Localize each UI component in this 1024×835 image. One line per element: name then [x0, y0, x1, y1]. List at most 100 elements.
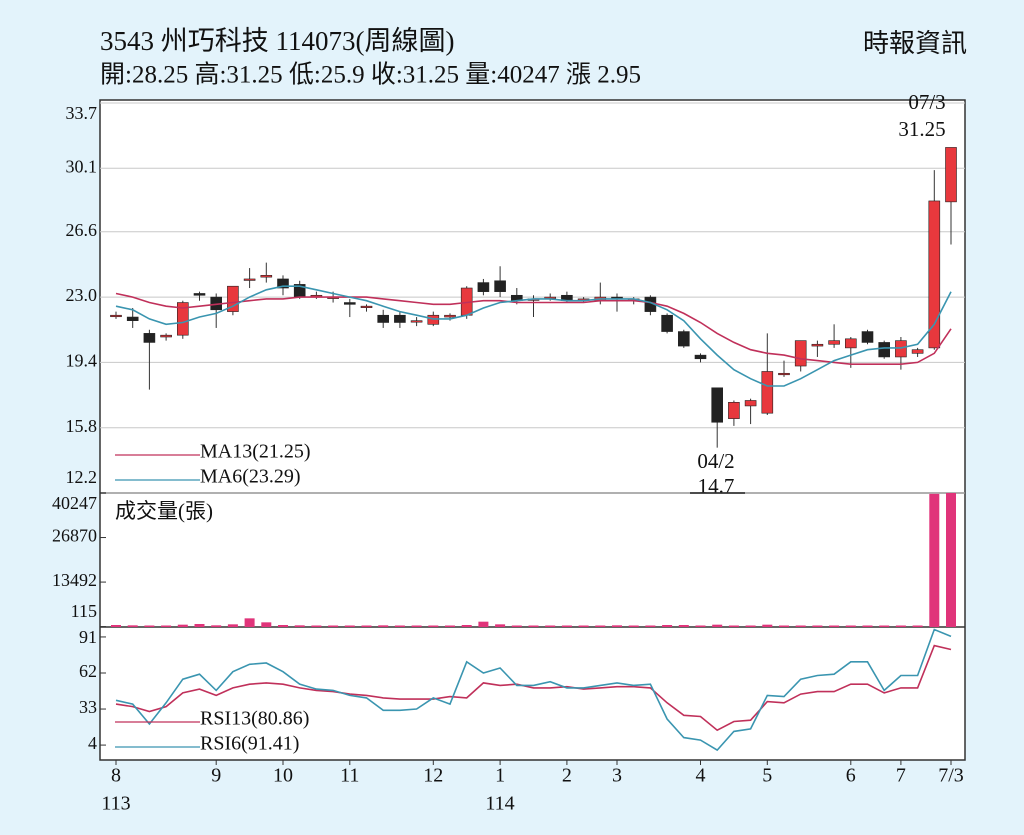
volume-bar	[812, 625, 823, 627]
candle-body	[945, 147, 957, 203]
volume-bar	[428, 625, 439, 627]
y-tick-label: 19.4	[66, 351, 98, 371]
volume-bar	[895, 625, 906, 627]
candle-body	[377, 314, 390, 323]
volume-bar	[695, 625, 706, 627]
candle-body	[227, 285, 239, 312]
candle-body	[110, 314, 122, 318]
y-tick-label: 115	[71, 601, 97, 621]
legend-label: RSI6(91.41)	[200, 733, 299, 755]
volume-bar	[628, 625, 639, 627]
y-tick-label: 40247	[52, 493, 97, 513]
y-tick-label: 26.6	[66, 220, 98, 240]
x-tick-label: 7/3	[938, 765, 964, 787]
year-label: 114	[485, 793, 514, 815]
stats: 開:28.25 高:31.25 低:25.9 收:31.25 量:40247 漲…	[100, 61, 641, 89]
plot-area	[99, 99, 966, 761]
volume-bar	[728, 625, 739, 627]
candle-body	[694, 354, 707, 360]
volume-bar	[779, 625, 789, 627]
x-tick-label: 3	[612, 765, 622, 787]
candle-body	[360, 305, 373, 308]
y-tick-label: 15.8	[66, 416, 98, 436]
y-tick-label: 62	[79, 661, 97, 681]
y-tick-label: 33	[79, 697, 97, 717]
volume-bar	[144, 625, 155, 627]
candle-body	[143, 333, 156, 343]
volume-bar	[294, 625, 305, 627]
volume-bar	[361, 625, 372, 627]
volume-bar	[495, 624, 506, 627]
y-tick-label: 4	[88, 733, 97, 753]
x-tick-label: 8	[111, 765, 121, 787]
candle-body	[394, 314, 406, 323]
volume-bar	[762, 624, 773, 627]
series-line	[115, 292, 952, 365]
volume-bar	[511, 625, 522, 627]
candle-body	[677, 331, 690, 347]
y-tick-label: 12.2	[66, 467, 98, 487]
volume-bar	[161, 625, 172, 627]
volume-bar	[561, 625, 572, 627]
x-tick-label: 12	[423, 765, 443, 787]
candle-body	[160, 334, 172, 338]
candle-body	[828, 340, 840, 345]
volume-bar	[912, 625, 923, 627]
layer: 12.2 15.8 19.4 23.0 26.6 30.1 33.7 MA13(21.25) M…	[52, 102, 965, 787]
volume-bar	[929, 493, 940, 627]
candle-body	[661, 314, 673, 332]
volume-bar	[545, 625, 556, 627]
candle-body	[343, 302, 356, 305]
series-line	[115, 628, 952, 752]
candle-body	[928, 200, 941, 349]
volume-bar	[311, 625, 322, 627]
x-tick-label: 7	[896, 765, 906, 787]
volume-bar	[194, 624, 205, 627]
annotation: 14.7	[698, 474, 735, 498]
volume-bar	[578, 625, 589, 627]
x-tick-label: 1	[495, 765, 505, 787]
volume-bar	[829, 625, 840, 627]
volume-bar	[227, 624, 238, 627]
candle-body	[878, 342, 891, 358]
volume-bar	[712, 624, 723, 627]
candle-body	[444, 314, 456, 318]
volume-bar	[662, 625, 673, 627]
volume-bar	[612, 625, 622, 627]
x-tick-label: 2	[562, 765, 572, 787]
candle-body	[711, 387, 724, 423]
x-tick-label: 5	[762, 765, 772, 787]
chart-title: 3543 州巧科技 114073(周線圖)	[100, 26, 454, 56]
annotation: 04/2	[697, 449, 734, 473]
volume-bar	[261, 622, 272, 627]
volume-bar	[411, 625, 422, 627]
volume-bar	[478, 621, 489, 627]
volume-bar	[111, 625, 121, 627]
candle-body	[895, 340, 907, 358]
source: 時報資訊	[863, 29, 967, 58]
volume-bar	[328, 625, 339, 627]
x-tick-label: 4	[696, 765, 706, 787]
volume-bar	[645, 625, 656, 627]
candle-body	[794, 340, 807, 367]
volume-bar	[211, 625, 222, 627]
volume-bar	[244, 618, 255, 627]
legend-label: RSI13(80.86)	[200, 708, 309, 730]
volume-bar	[879, 625, 890, 627]
y-tick-label: 23.0	[66, 285, 98, 305]
candle-body	[778, 372, 790, 376]
candle-body	[177, 302, 189, 336]
candle-body	[477, 282, 490, 292]
volume-bar	[177, 624, 188, 627]
annotation: 07/3	[908, 90, 945, 114]
y-tick-label: 30.1	[66, 156, 98, 176]
series-line	[115, 644, 952, 732]
volume-bar	[678, 625, 689, 627]
candle-body	[277, 278, 289, 289]
x-tick-label: 6	[846, 765, 856, 787]
volume-bar	[745, 625, 756, 627]
volume-bar	[461, 625, 472, 627]
volume-bar	[394, 625, 405, 627]
x-tick-label: 9	[211, 765, 221, 787]
